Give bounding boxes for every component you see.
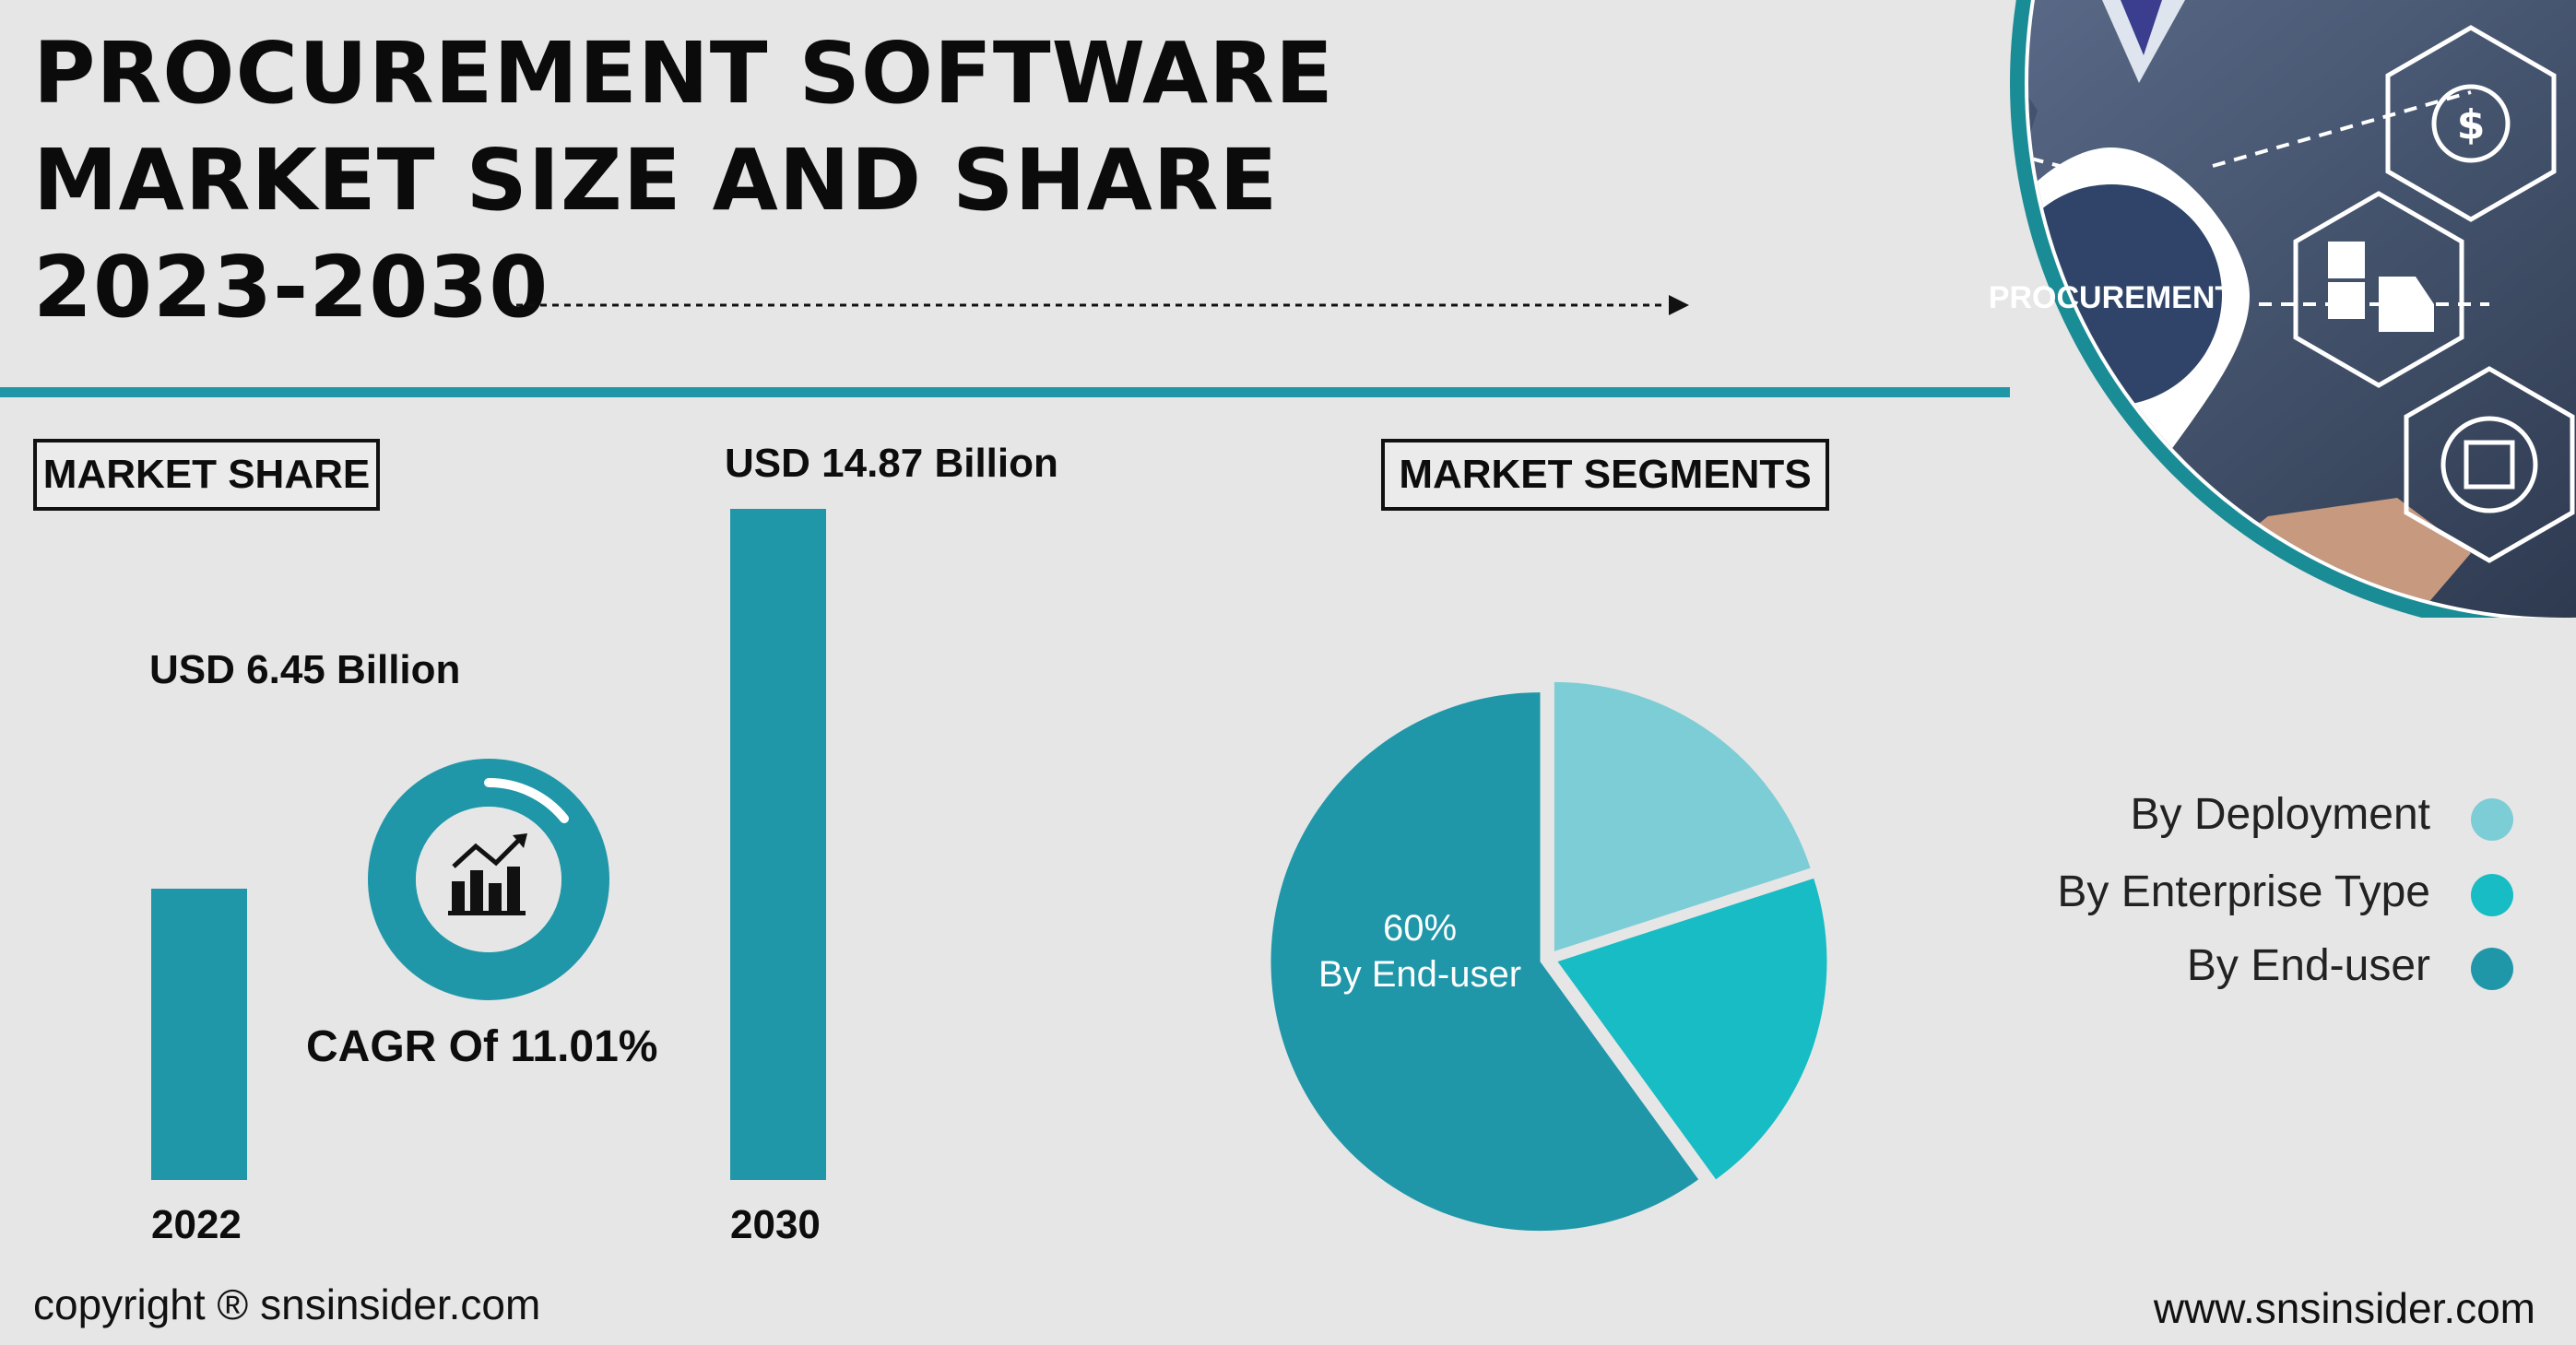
dotted-arrow-icon [516, 295, 1689, 315]
legend-dot-end-user [2471, 948, 2513, 990]
legend-label-deployment: By Deployment [2130, 790, 2430, 839]
bar-2030-value-label: USD 14.87 Billion [725, 441, 1058, 486]
pie-caption-label: By End-user [1318, 954, 1522, 995]
copyright-text: copyright ® snsinsider.com [33, 1280, 541, 1328]
procurement-photo: $ PROCUREMENT [1989, 0, 2576, 618]
header-divider [0, 387, 2010, 397]
page-title-line-2: MARKET SIZE AND SHARE [33, 131, 1279, 230]
pie-slice-by-enterprise-type [1557, 878, 1827, 1180]
website-link[interactable]: www.snsinsider.com [2153, 1284, 2535, 1332]
growth-chart-icon [448, 833, 527, 915]
year-2022-label: 2022 [151, 1202, 242, 1247]
pie-center-label: 60% By End-user [1272, 905, 1567, 997]
market-share-label: MARKET SHARE [33, 439, 380, 511]
legend-label-enterprise-type: By Enterprise Type [2057, 867, 2430, 916]
page-title-line-3: 2023-2030 [33, 238, 549, 336]
market-segments-label: MARKET SEGMENTS [1381, 439, 1829, 511]
cagr-ring [368, 759, 609, 1000]
cagr-label: CAGR Of 11.01% [306, 1022, 658, 1071]
pie-slice-by-deployment [1554, 681, 1811, 951]
legend-dot-enterprise-type [2471, 874, 2513, 916]
legend-label-end-user: By End-user [2186, 941, 2430, 990]
bar-2022-value-label: USD 6.45 Billion [149, 647, 461, 692]
procurement-badge-text: PROCUREMENT [1989, 280, 2235, 315]
svg-text:$: $ [2457, 101, 2486, 148]
page-title-line-1: PROCUREMENT SOFTWARE [33, 24, 1334, 123]
pie-value-label: 60% [1382, 908, 1458, 949]
pie-slice-by-end-user [1270, 692, 1699, 1232]
bar-2022 [151, 889, 247, 1180]
legend-dot-deployment [2471, 798, 2513, 841]
bar-2030 [730, 509, 826, 1180]
year-2030-label: 2030 [730, 1202, 821, 1247]
segments-pie-chart [1270, 681, 1827, 1232]
